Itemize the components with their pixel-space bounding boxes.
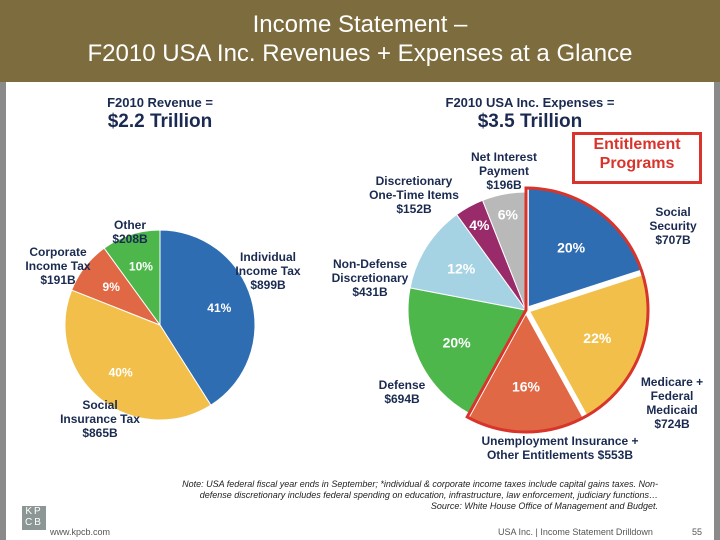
title-line-2: F2010 USA Inc. Revenues + Expenses at a … — [87, 40, 633, 67]
right-border — [714, 82, 720, 540]
pie-slice-individual-income-tax — [159, 229, 256, 406]
label-individual: Individual Income Tax $899B — [235, 250, 301, 292]
pie-slice-other — [103, 229, 161, 327]
slice-pct-label: 6% — [498, 207, 519, 223]
footer-section: USA Inc. | Income Statement Drilldown — [498, 527, 653, 537]
label-social-insurance: Social Insurance Tax $865B — [60, 398, 140, 440]
page-number: 55 — [692, 527, 703, 537]
label-social-security: Social Security $707B — [649, 205, 697, 247]
slice-pct-label: 10% — [129, 259, 153, 273]
slice-pct-label: 12% — [447, 261, 476, 277]
slice-pct-label: 22% — [583, 330, 612, 346]
expenses-title: F2010 USA Inc. Expenses = — [445, 95, 615, 110]
revenue-title: F2010 Revenue = — [107, 95, 213, 110]
footer-url[interactable]: www.kpcb.com — [50, 527, 111, 537]
slice-pct-label: 4% — [469, 217, 490, 233]
label-corporate: Corporate Income Tax $191B — [25, 245, 91, 287]
slide-title: Income Statement – F2010 USA Inc. Revenue… — [0, 0, 720, 82]
label-non-defense: Non-Defense Discretionary $431B — [331, 257, 409, 299]
entitlement-outline — [465, 186, 650, 434]
slice-pct-label: 40% — [109, 366, 133, 380]
slice-pct-label: 16% — [512, 378, 541, 394]
kpcb-logo: KP CB — [22, 506, 46, 530]
pie-slice-social-insurance-tax — [64, 289, 212, 421]
revenue-total: $2.2 Trillion — [107, 111, 213, 132]
label-unemployment: Unemployment Insurance + Other Entitleme… — [481, 434, 639, 462]
note: Note: USA federal fiscal year ends in Se… — [180, 479, 658, 512]
expenses-total: $3.5 Trillion — [477, 111, 583, 132]
slice-pct-label: 9% — [103, 280, 121, 294]
pie-slice-non-defense-discretionary — [409, 213, 528, 311]
left-border — [0, 82, 6, 540]
pie-slice-defense — [407, 287, 527, 415]
label-other: Other $208B — [112, 218, 148, 246]
note-text: Note: USA federal fiscal year ends in Se… — [182, 479, 658, 500]
entitlement-programs-callout: Entitlement Programs — [572, 132, 702, 184]
slice-pct-label: 41% — [207, 301, 231, 315]
slice-pct-label: 20% — [443, 334, 472, 350]
source-text: Source: White House Office of Management… — [430, 501, 658, 511]
label-one-time: Discretionary One-Time Items $152B — [369, 174, 459, 216]
label-net-interest: Net Interest Payment $196B — [470, 150, 538, 192]
label-medicare: Medicare + Federal Medicaid $724B — [640, 375, 704, 431]
title-line-1: Income Statement – — [252, 11, 468, 38]
slice-pct-label: 20% — [557, 240, 586, 256]
label-defense: Defense $694B — [378, 378, 426, 406]
